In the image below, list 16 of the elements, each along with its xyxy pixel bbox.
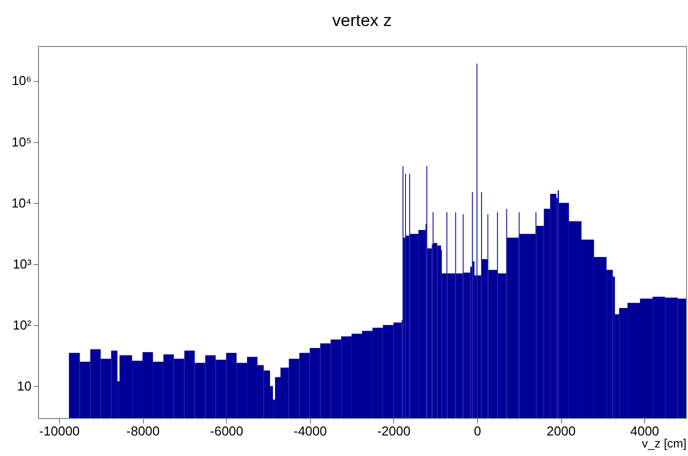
- x-tick-label: -6000: [210, 424, 244, 438]
- x-tick-label: 0: [474, 424, 482, 438]
- x-axis-title: v_z [cm]: [642, 436, 686, 450]
- x-tick-label: 4000: [630, 424, 660, 438]
- y-tick-label: 10⁴: [11, 195, 32, 210]
- x-tick-label: 2000: [546, 424, 576, 438]
- y-tick-label: 10⁶: [12, 73, 32, 88]
- y-tick-label: 10²: [12, 317, 32, 332]
- x-tick-label: -10000: [39, 424, 80, 438]
- x-tick-label: -2000: [377, 424, 410, 438]
- x-tick-label: -8000: [126, 424, 160, 438]
- x-tick-label: -4000: [294, 424, 327, 438]
- y-tick-label: 10: [17, 378, 32, 394]
- y-tick-label: 10⁵: [12, 134, 32, 150]
- chart-title: vertex z: [332, 11, 392, 30]
- y-tick-label: 10³: [12, 256, 32, 272]
